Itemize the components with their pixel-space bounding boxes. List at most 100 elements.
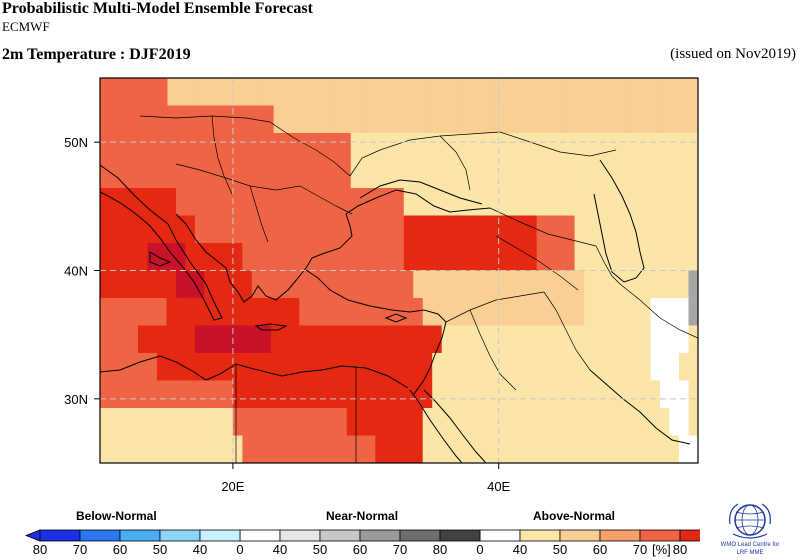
legend-tick-label-above: 50: [553, 542, 567, 557]
probability-cell: [574, 325, 585, 354]
probability-cell: [244, 105, 255, 134]
probability-cell: [669, 270, 680, 299]
probability-cell: [177, 78, 188, 107]
probability-cell: [270, 215, 281, 244]
probability-cell: [679, 380, 690, 409]
probability-cell: [601, 78, 612, 107]
probability-cell: [289, 215, 300, 244]
probability-cell: [593, 243, 604, 272]
probability-cell: [432, 188, 443, 217]
probability-cell: [403, 188, 414, 217]
forecast-map: 50N 40N 30N 20E 40E: [64, 77, 699, 494]
probability-cell: [318, 298, 329, 327]
coastline-gulf: [589, 369, 691, 445]
probability-cell: [261, 408, 272, 437]
probability-cell: [688, 215, 698, 244]
probability-cell: [379, 160, 390, 189]
probability-cell: [273, 133, 284, 162]
probability-cell: [631, 325, 642, 354]
probability-cell: [565, 270, 576, 299]
probability-cell: [337, 380, 348, 409]
probability-cell: [622, 270, 633, 299]
probability-cell: [470, 298, 481, 327]
probability-cell: [620, 78, 632, 107]
probability-cell: [280, 270, 291, 299]
probability-cell: [422, 435, 433, 463]
probability-cell: [451, 243, 462, 272]
probability-cell: [360, 133, 371, 162]
probability-cell: [263, 78, 275, 107]
probability-cell: [403, 380, 414, 409]
probability-cell: [375, 325, 386, 354]
probability-cell: [508, 215, 519, 244]
probability-cell: [688, 408, 698, 437]
probability-cell: [175, 270, 187, 299]
probability-cell: [669, 133, 680, 162]
probability-cell: [118, 408, 130, 437]
probability-cell: [128, 408, 139, 437]
probability-cell: [331, 105, 342, 134]
probability-cell: [456, 160, 468, 189]
probability-cell: [498, 270, 509, 299]
probability-cell: [679, 325, 690, 354]
probability-cell: [622, 188, 633, 217]
legend-tick-label-below: 80: [33, 542, 47, 557]
probability-cell: [631, 353, 642, 382]
probability-cell: [456, 133, 468, 162]
probability-cell: [669, 298, 680, 327]
legend-swatch-below: [39, 529, 81, 542]
probability-cell: [601, 133, 612, 162]
probability-cell: [166, 408, 177, 437]
probability-cell: [688, 435, 698, 463]
probability-cells: [100, 78, 698, 463]
probability-cell: [612, 353, 623, 382]
probability-cell: [562, 78, 574, 107]
probability-cell: [612, 408, 623, 437]
probability-cell: [147, 243, 158, 272]
probability-cell: [375, 380, 386, 409]
probability-cell: [399, 105, 410, 134]
probability-cell: [194, 298, 206, 327]
probability-cell: [147, 353, 158, 382]
probability-cell: [225, 160, 236, 189]
probability-cell: [223, 243, 234, 272]
probability-cell: [156, 298, 168, 327]
probability-cell: [360, 78, 371, 107]
probability-cell: [109, 160, 120, 189]
probability-cell: [413, 435, 424, 463]
probability-cell: [147, 298, 158, 327]
probability-cell: [204, 188, 215, 217]
probability-cell: [213, 243, 224, 272]
probability-cell: [527, 270, 538, 299]
probability-cell: [312, 105, 323, 134]
coastline-blacksea: [359, 179, 483, 205]
legend-swatch-near: [439, 529, 481, 542]
probability-cell: [261, 298, 272, 327]
probability-cell: [565, 243, 576, 272]
probability-cell: [244, 133, 255, 162]
probability-cell: [384, 188, 395, 217]
probability-cell: [688, 133, 698, 162]
probability-cell: [427, 78, 439, 107]
probability-cell: [543, 133, 554, 162]
wmo-logo: WMO Lead Centre for LRF MME: [721, 503, 779, 556]
probability-cell: [485, 105, 497, 134]
probability-cell: [495, 133, 506, 162]
probability-cell: [109, 325, 120, 354]
probability-cell: [641, 380, 652, 409]
probability-cell: [273, 105, 284, 134]
probability-cell: [185, 353, 196, 382]
probability-cell: [302, 133, 313, 162]
probability-cell: [337, 215, 348, 244]
probability-cell: [175, 298, 187, 327]
probability-cell: [630, 78, 641, 107]
probability-cell: [242, 270, 253, 299]
probability-cell: [555, 215, 566, 244]
probability-cell: [196, 160, 207, 189]
probability-cell: [631, 435, 642, 463]
coastline-levant: [413, 321, 447, 395]
probability-cell: [109, 380, 120, 409]
probability-cell: [346, 298, 357, 327]
probability-cell: [175, 353, 187, 382]
probability-cell: [660, 243, 671, 272]
